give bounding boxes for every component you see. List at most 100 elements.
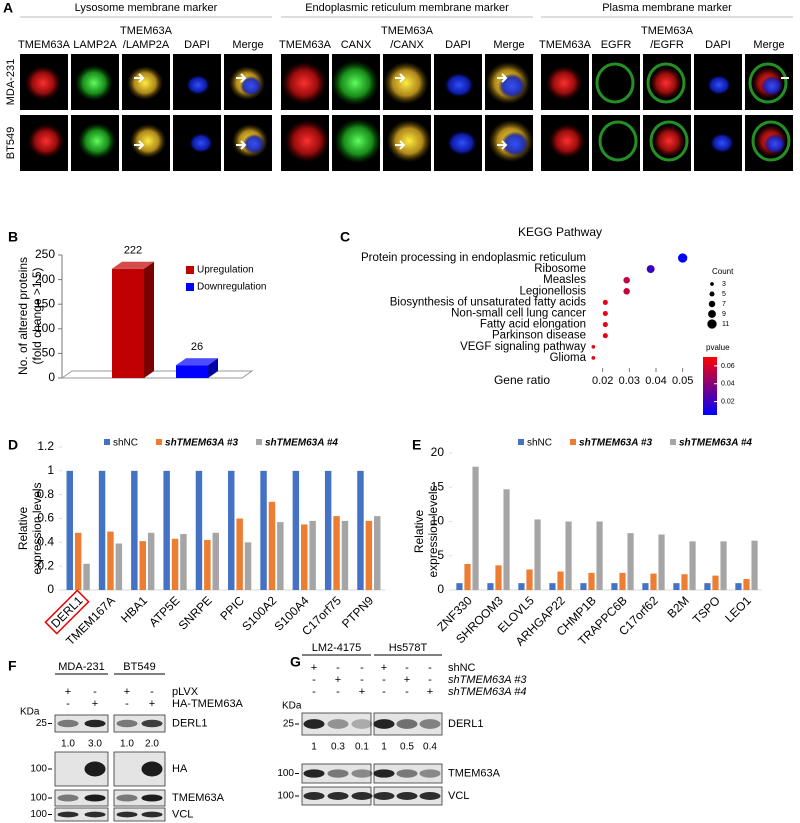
legend-label: Upregulation [197, 265, 254, 276]
y-tick-label: 1 [47, 463, 54, 477]
bar [658, 534, 665, 590]
cell-signal [189, 133, 213, 153]
blot [54, 789, 109, 807]
cell-line-label: MDA-231 [58, 661, 104, 673]
band [373, 719, 395, 729]
condition-label: pLVX [172, 686, 199, 698]
bar [704, 583, 711, 590]
column-label: /LAMP2A [123, 39, 170, 51]
micrograph [332, 115, 382, 171]
kda-label: KDa [20, 707, 40, 718]
y-tick-label: 0.4 [37, 535, 54, 549]
y-tick-label: VEGF signaling pathway [460, 341, 586, 353]
condition-label: shTMEM63A #3 [448, 674, 527, 686]
micrograph [694, 54, 742, 110]
y-axis-label: expression levels [426, 485, 440, 577]
bar-side [144, 261, 154, 378]
y-tick-label: 10 [431, 514, 445, 528]
legend-label: shTMEM63A #4 [679, 438, 752, 449]
lane-sign: - [360, 662, 364, 674]
cell-signal [386, 119, 432, 163]
lane-sign: + [149, 698, 155, 710]
band [116, 811, 138, 818]
colorbar [703, 357, 717, 415]
y-tick-label: 50 [42, 346, 56, 360]
micrograph [173, 54, 221, 110]
size-legend-label: 9 [722, 311, 726, 318]
micrograph [224, 54, 272, 110]
micrograph [485, 54, 533, 110]
panel-letter: D [8, 437, 18, 453]
highlight-box [44, 589, 90, 635]
blot [113, 807, 166, 822]
condition-label: shNC [448, 662, 476, 674]
lane-sign: + [359, 686, 365, 698]
size-legend-dot [709, 291, 715, 297]
cell-signal [75, 65, 113, 101]
arrow [236, 73, 247, 83]
bar [357, 470, 364, 590]
column-label: Merge [753, 39, 784, 51]
dot [602, 322, 608, 328]
bar [720, 541, 727, 590]
y-tick-label: Protein processing in endoplasmic reticu… [361, 252, 586, 264]
quant-label: 1 [381, 742, 387, 753]
y-tick-label: Fatty acid elongation [480, 319, 586, 331]
cell-signal [186, 75, 210, 95]
dot [623, 288, 630, 295]
bar [557, 571, 564, 590]
band [141, 794, 163, 802]
band [141, 811, 163, 818]
lane-sign: + [381, 662, 387, 674]
bar [236, 518, 243, 590]
x-tick-label: SNRPE [176, 593, 215, 632]
size-legend-label: 3 [722, 281, 726, 288]
micrograph [745, 115, 793, 171]
bar [526, 569, 533, 590]
band [303, 769, 325, 778]
y-tick-label: 1.2 [37, 439, 54, 453]
arrow [395, 140, 406, 150]
y-tick-label: Biosynthesis of unsaturated fatty acids [390, 296, 586, 308]
lane-sign: - [336, 686, 340, 698]
y-tick-label: 0.6 [37, 511, 54, 525]
bar [596, 521, 603, 590]
cell-signal [383, 61, 429, 105]
group-title: Lysosome membrane marker [75, 2, 218, 14]
arrow [395, 73, 406, 83]
blot-label: VCL [172, 808, 193, 820]
dot [623, 276, 630, 284]
cell-line-label: Hs578T [389, 642, 428, 654]
arrow [134, 140, 145, 150]
x-tick-label: 0.02 [592, 375, 613, 387]
micrograph [281, 54, 329, 110]
marker-label: 100 [30, 764, 47, 775]
column-label: Merge [493, 39, 524, 51]
band [351, 792, 373, 800]
band [351, 719, 373, 729]
y-tick-label: Glioma [550, 352, 587, 364]
x-tick-label: 0.04 [645, 375, 666, 387]
micrograph [592, 54, 640, 110]
panel-letter: B [8, 229, 18, 245]
arrow [497, 73, 508, 83]
size-legend-dot [710, 282, 714, 286]
legend-label: shTMEM63A #3 [579, 438, 652, 449]
size-legend-dot [707, 319, 717, 329]
bar [495, 565, 502, 590]
cell-signal [28, 124, 64, 158]
size-legend-dot [708, 300, 716, 308]
bar [673, 583, 680, 590]
lane-sign: - [312, 674, 316, 686]
cell-line-label: LM2-4175 [312, 642, 362, 654]
legend-swatch [570, 439, 577, 445]
micrograph [383, 54, 431, 110]
y-tick-label: 100 [35, 321, 55, 335]
band [396, 792, 418, 800]
band [84, 794, 106, 802]
bar [195, 470, 203, 590]
band [84, 719, 106, 728]
bar [131, 470, 138, 590]
blot-label: TMEM63A [172, 792, 225, 804]
size-legend-label: 11 [722, 321, 729, 328]
